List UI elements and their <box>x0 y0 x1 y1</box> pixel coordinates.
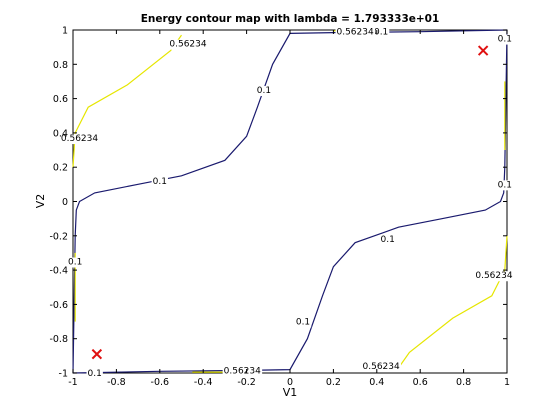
contour-label: 0.1 <box>296 318 310 328</box>
contour-label-bg <box>496 180 513 191</box>
y-tick-label: 0.6 <box>53 94 68 105</box>
contour-label-bg <box>222 366 263 377</box>
contour-label: 0.56234 <box>169 40 206 50</box>
marker-x-0 <box>477 45 489 56</box>
x-tick-label: 0 <box>287 377 293 388</box>
contour-label-bg <box>67 257 84 268</box>
contour-label-bg <box>372 27 390 38</box>
plot-area <box>72 29 508 374</box>
contour-label-bg <box>86 369 103 379</box>
y-tick-label: -0.8 <box>49 334 68 345</box>
contour-line-1-1 <box>398 235 508 369</box>
x-tick-label: 0.8 <box>456 377 471 388</box>
contour-label-bg <box>59 134 100 145</box>
x-tick-label: -0.2 <box>237 377 256 388</box>
contour-label: 0.56234 <box>336 28 373 38</box>
contour-label: 0.1 <box>374 28 388 38</box>
contour-label: 0.1 <box>153 177 167 187</box>
contour-label: 0.1 <box>257 86 271 96</box>
contour-label-bg <box>474 271 514 282</box>
contour-label-bg <box>379 235 396 246</box>
contour-label-bg <box>151 176 168 187</box>
contour-label-bg <box>294 317 312 328</box>
y-tick-label: 0.4 <box>53 128 68 139</box>
contour-label-bg <box>335 27 375 38</box>
contour-label-bg <box>255 86 273 97</box>
contour-label-bg <box>168 39 208 50</box>
x-tick-label: -0.8 <box>107 377 126 388</box>
y-tick-label: -0.4 <box>49 266 68 277</box>
contour-label: 0.56234 <box>363 362 400 372</box>
x-tick-label: -0.6 <box>151 377 170 388</box>
contour-label: 0.1 <box>498 180 512 190</box>
contour-label: 0.1 <box>498 35 512 45</box>
contour-line-0-1 <box>72 29 508 374</box>
x-tick-label: 0.2 <box>326 377 341 388</box>
y-tick-label: -1 <box>59 369 68 380</box>
contour-line-0-0 <box>72 29 508 374</box>
chart-title: Energy contour map with lambda = 1.79333… <box>141 13 440 25</box>
x-tick-label: 1 <box>504 377 510 388</box>
contour-label: 0.56234 <box>61 134 98 144</box>
contour-label: 0.1 <box>68 258 82 268</box>
x-tick-label: 0.4 <box>369 377 384 388</box>
x-tick-label: -0.4 <box>194 377 213 388</box>
contour-label-bg <box>496 34 513 45</box>
contour-label-bg <box>361 362 402 373</box>
y-axis-label: V2 <box>34 194 47 209</box>
y-tick-label: 0 <box>62 197 68 208</box>
y-tick-label: 0.2 <box>53 163 68 174</box>
contour-label: 0.56234 <box>475 271 512 281</box>
markers <box>91 45 489 360</box>
y-tick-label: -0.2 <box>49 231 68 242</box>
y-axis-ticks: -1 -0.8 -0.6 -0.4 -0.2 0 0.2 0.4 0.6 0.8 1 <box>49 26 507 380</box>
contour-label: 0.1 <box>380 235 394 245</box>
contour-label: 0.56234 <box>224 366 261 376</box>
y-tick-label: -0.6 <box>49 300 68 311</box>
contour-labels: 0.10.10.10.10.10.10.10.10.10.10.562340.5… <box>59 27 514 379</box>
y-tick-label: 0.8 <box>53 60 68 71</box>
contour-label: 0.1 <box>88 369 102 379</box>
x-axis-ticks: -1 -0.8 -0.6 -0.4 -0.2 0 0.2 0.4 0.6 0.8 1 <box>68 30 510 388</box>
x-tick-label: -1 <box>68 377 77 388</box>
y-tick-label: 1 <box>62 26 68 37</box>
x-axis-label: V1 <box>283 386 298 399</box>
marker-x-1 <box>91 348 103 360</box>
x-tick-label: 0.6 <box>413 377 428 388</box>
